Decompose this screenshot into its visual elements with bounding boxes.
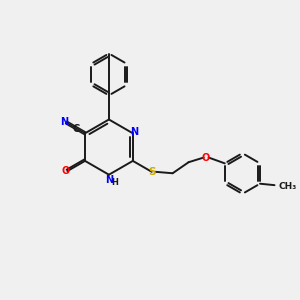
Text: S: S [148,167,155,177]
Text: O: O [62,166,70,176]
Text: N: N [105,175,113,185]
Text: O: O [202,152,210,163]
Text: CH₃: CH₃ [278,182,296,191]
Text: H: H [111,178,118,187]
Text: N: N [61,117,69,127]
Text: C: C [73,124,80,134]
Text: N: N [130,127,138,137]
